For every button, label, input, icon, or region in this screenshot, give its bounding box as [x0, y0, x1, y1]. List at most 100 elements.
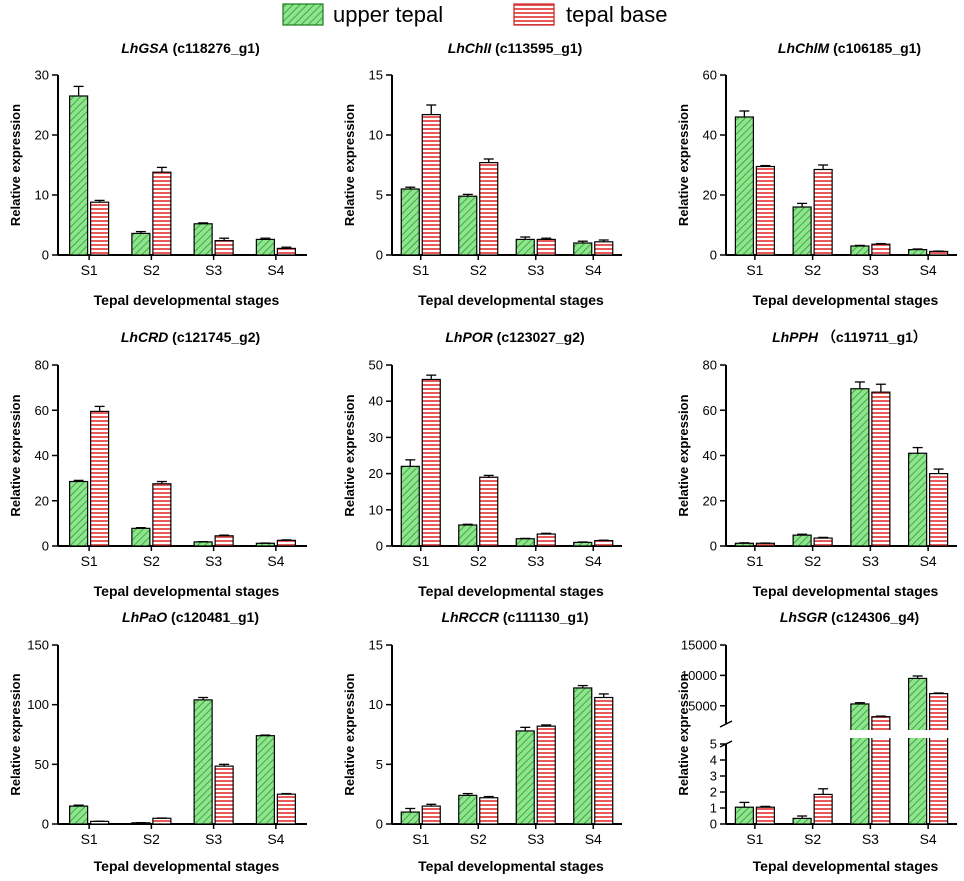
bar-tepal-base-S3 — [536, 533, 556, 547]
bar-tepal-base-S2 — [813, 793, 833, 825]
chart-panel-LhPOR: LhPOR (c123027_g2) Relative expression Tep… — [342, 329, 622, 599]
chart-title-gene: LhChlI — [448, 40, 493, 56]
chart-title: LhSGR (c124306_g4) — [780, 609, 919, 625]
x-axis-label: Tepal developmental stages — [94, 858, 280, 874]
x-tick-label: S2 — [143, 831, 160, 847]
legend-label-tepal-base: tepal base — [566, 2, 668, 27]
bar-tepal-base-S3 — [871, 243, 891, 256]
bar-upper-tepal-S2 — [792, 817, 812, 825]
bar-upper-tepal-S2 — [131, 527, 151, 547]
chart-title: LhPPH （c119711_g1） — [772, 329, 927, 345]
chart-panel-LhRCCR: LhRCCR (c111130_g1) Relative expression Te… — [342, 609, 622, 874]
y-tick-label: 60 — [703, 68, 717, 83]
chart-panel-LhPPH: LhPPH （c119711_g1） Relative expression Tep… — [676, 329, 957, 599]
y-tick-label: 2 — [710, 785, 717, 800]
y-axis-label: Relative expression — [8, 104, 23, 226]
bar-upper-tepal-S1 — [734, 116, 754, 256]
chart-title-id: (c118276_g1) — [169, 40, 260, 56]
y-tick-label: 20 — [35, 128, 49, 143]
chart-title-gene: LhSGR — [780, 609, 828, 625]
y-axis-label: Relative expression — [8, 673, 23, 795]
y-tick-label: 20 — [703, 493, 717, 508]
x-tick-label: S2 — [143, 553, 160, 569]
x-tick-label: S2 — [804, 553, 821, 569]
x-axis-label: Tepal developmental stages — [94, 292, 280, 308]
bar-upper-tepal-S3 — [850, 703, 870, 825]
bar-upper-tepal-S1 — [69, 805, 89, 825]
x-tick-label: S2 — [470, 262, 487, 278]
bar-tepal-base-S2 — [152, 171, 172, 256]
bar-tepal-base-S1 — [90, 201, 110, 256]
y-tick-label: 0 — [42, 248, 49, 263]
bar-tepal-base-S4 — [276, 793, 296, 825]
x-tick-label: S4 — [585, 553, 602, 569]
y-tick-label: 0 — [710, 539, 717, 554]
y-axis-label: Relative expression — [676, 394, 691, 516]
y-tick-label: 0 — [42, 817, 49, 832]
chart-panel-LhSGR: LhSGR (c124306_g4) Relative expression Tep… — [676, 609, 957, 874]
y-tick-label: 5 — [710, 737, 717, 752]
x-axis-label: Tepal developmental stages — [418, 583, 604, 599]
chart-title-id: (c120481_g1) — [167, 609, 259, 625]
y-tick-label: 80 — [703, 358, 717, 373]
y-tick-label: 5 — [376, 188, 383, 203]
bar-tepal-base-S1 — [421, 805, 441, 825]
y-tick-label: 60 — [35, 403, 49, 418]
y-tick-label: 30 — [35, 68, 49, 83]
x-tick-label: S1 — [412, 831, 429, 847]
bar-tepal-base-S4 — [594, 696, 614, 825]
y-tick-label: 0 — [376, 539, 383, 554]
x-tick-label: S3 — [527, 553, 544, 569]
bar-upper-tepal-S4 — [573, 242, 593, 256]
bar-upper-tepal-S2 — [458, 195, 478, 256]
bar-tepal-base-S1 — [421, 113, 441, 256]
bar-upper-tepal-S3 — [193, 699, 213, 825]
y-tick-label: 150 — [27, 638, 49, 653]
x-tick-label: S3 — [862, 553, 879, 569]
bar-upper-tepal-S3 — [850, 245, 870, 256]
x-tick-label: S1 — [746, 262, 763, 278]
x-axis-label: Tepal developmental stages — [753, 292, 939, 308]
bar-tepal-base-S4 — [929, 250, 949, 256]
bar-upper-tepal-S1 — [400, 811, 420, 825]
chart-title: LhGSA (c118276_g1) — [121, 40, 260, 56]
bar-upper-tepal-S4 — [255, 238, 275, 256]
y-tick-label: 20 — [369, 466, 383, 481]
bar-upper-tepal-S1 — [734, 542, 754, 547]
bar-upper-tepal-S4 — [908, 677, 928, 825]
x-axis-label: Tepal developmental stages — [418, 292, 604, 308]
bar-tepal-base-S3 — [214, 535, 234, 547]
y-axis-label: Relative expression — [676, 673, 691, 795]
y-tick-label: 20 — [703, 188, 717, 203]
y-axis-label: Relative expression — [342, 104, 357, 226]
axis-break-mark — [719, 740, 733, 748]
bar-upper-tepal-S3 — [850, 388, 870, 547]
bar-upper-tepal-S4 — [573, 541, 593, 547]
y-tick-label: 15 — [369, 638, 383, 653]
bar-tepal-base-S2 — [813, 168, 833, 256]
chart-title: LhPaO (c120481_g1) — [122, 609, 259, 625]
x-tick-label: S3 — [862, 831, 879, 847]
panels: LhGSA (c118276_g1) Relative expression Tep… — [8, 40, 957, 874]
legend-swatch-upper-tepal — [282, 3, 324, 26]
chart-title-id: (c113595_g1) — [491, 40, 582, 56]
bar-upper-tepal-S2 — [131, 232, 151, 256]
x-tick-label: S2 — [143, 262, 160, 278]
bar-tepal-base-S3 — [214, 765, 234, 825]
bar-upper-tepal-S3 — [515, 538, 535, 547]
y-tick-label: 5 — [376, 757, 383, 772]
y-tick-label: 50 — [369, 358, 383, 373]
y-axis-label: Relative expression — [676, 104, 691, 226]
bar-upper-tepal-S3 — [193, 541, 213, 547]
chart-panel-LhPaO: LhPaO (c120481_g1) Relative expression Tep… — [8, 609, 307, 874]
y-tick-label: 0 — [376, 248, 383, 263]
y-tick-label: 40 — [369, 394, 383, 409]
bar-upper-tepal-S1 — [69, 95, 89, 256]
y-tick-label: 0 — [42, 539, 49, 554]
x-tick-label: S1 — [81, 262, 98, 278]
chart-title: LhPOR (c123027_g2) — [445, 329, 584, 345]
y-tick-label: 40 — [703, 448, 717, 463]
chart-panel-LhCRD: LhCRD (c121745_g2) Relative expression Tep… — [8, 329, 307, 599]
y-tick-label: 0 — [376, 817, 383, 832]
